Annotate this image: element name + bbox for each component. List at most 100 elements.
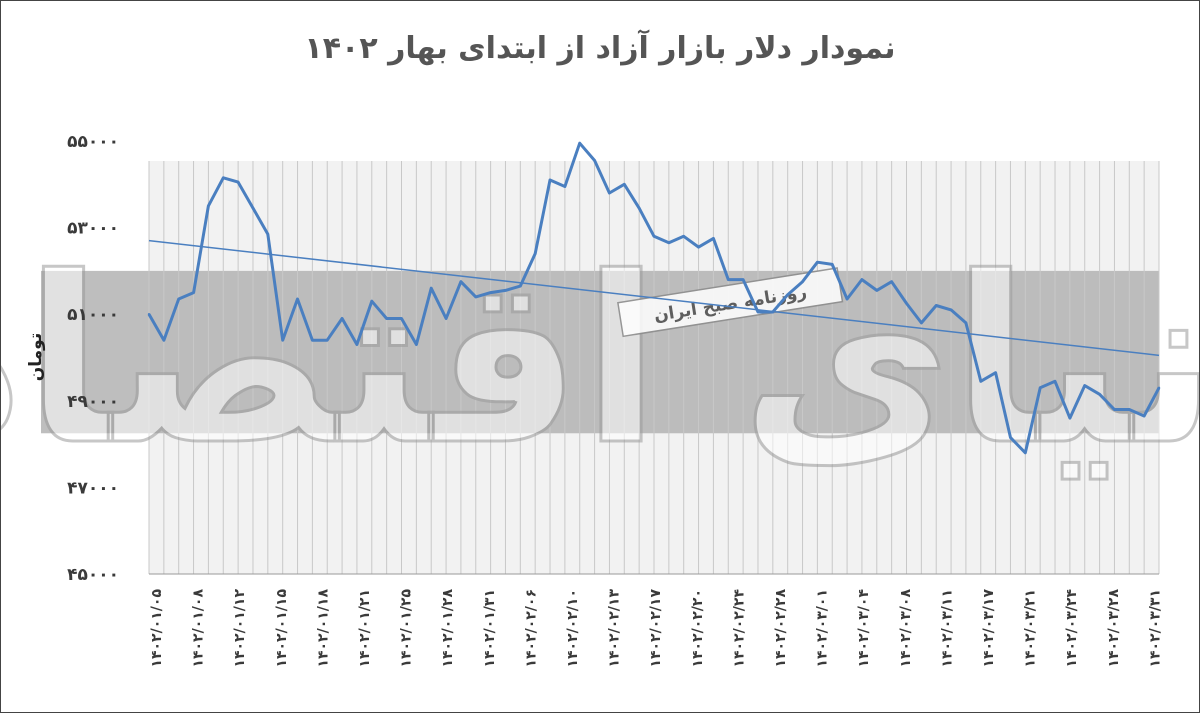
- data-point: [192, 291, 195, 294]
- data-point: [281, 338, 284, 342]
- data-point: [994, 371, 997, 374]
- data-point: [415, 343, 418, 346]
- data-point: [147, 313, 151, 316]
- data-point: [801, 280, 804, 283]
- data-point: [905, 302, 908, 305]
- data-point: [326, 338, 329, 342]
- trend-line: [148, 239, 1160, 357]
- data-point: [548, 178, 552, 182]
- data-point: [890, 280, 893, 283]
- chart-title: نمودار دلار بازار آزاد از ابتدای بهار ۱۴…: [304, 31, 896, 66]
- data-point: [222, 176, 225, 180]
- data-point: [712, 237, 715, 240]
- data-point: [489, 291, 492, 294]
- data-point: [831, 263, 834, 266]
- x-tick-label: ۱۴۰۲/۰۲/۱۷: [648, 589, 664, 668]
- x-tick-label: ۱۴۰۲/۰۲/۲۴: [731, 589, 747, 668]
- data-point: [236, 180, 240, 184]
- x-tick-label: ۱۴۰۲/۰۱/۲۵: [399, 589, 415, 668]
- data-point: [444, 317, 448, 320]
- x-tick-label: ۱۴۰۲/۰۳/۲۸: [1106, 589, 1122, 668]
- data-point: [1068, 416, 1072, 420]
- data-point: [682, 235, 685, 238]
- data-point: [875, 289, 878, 292]
- data-point: [1024, 451, 1027, 454]
- data-point: [459, 280, 463, 283]
- data-point: [964, 321, 968, 325]
- data-point: [162, 338, 166, 342]
- data-point: [578, 141, 581, 145]
- data-point: [667, 241, 671, 244]
- x-tick-label: ۱۴۰۲/۰۳/۳۱: [1147, 589, 1163, 668]
- data-point: [979, 380, 982, 383]
- y-tick-label: ۵۵۰۰۰: [67, 132, 119, 152]
- data-point: [1128, 408, 1131, 411]
- data-point: [623, 183, 626, 186]
- data-point: [949, 308, 953, 312]
- data-point: [860, 278, 864, 281]
- data-point: [845, 297, 849, 301]
- data-point: [786, 293, 789, 296]
- data-point: [385, 317, 388, 320]
- x-tick-label: ۱۴۰۲/۰۳/۲۴: [1064, 589, 1080, 668]
- data-point: [1142, 414, 1146, 418]
- x-tick-label: ۱۴۰۲/۰۱/۱۵: [274, 589, 290, 668]
- data-point: [920, 321, 923, 325]
- data-point: [1009, 436, 1012, 439]
- x-tick-label: ۱۴۰۲/۰۱/۰۵: [149, 589, 165, 668]
- data-point: [1038, 386, 1042, 390]
- data-point: [340, 317, 344, 320]
- x-tick-label: ۱۴۰۲/۰۲/۲۸: [773, 589, 789, 668]
- data-point: [177, 297, 180, 301]
- x-tick-label: ۱۴۰۲/۰۳/۱۱: [939, 589, 955, 668]
- data-point: [504, 289, 507, 292]
- data-point: [207, 204, 210, 208]
- data-point: [251, 206, 255, 210]
- y-tick-label: ۴۵۰۰۰: [67, 565, 119, 585]
- x-tick-label: ۱۴۰۲/۰۱/۱۸: [315, 589, 331, 668]
- data-point: [1053, 380, 1057, 383]
- data-point: [1157, 386, 1161, 390]
- x-tick-label: ۱۴۰۲/۰۳/۱۷: [981, 589, 997, 668]
- data-point: [1098, 393, 1101, 396]
- data-point: [266, 232, 270, 236]
- data-point: [741, 278, 745, 281]
- data-point: [311, 338, 314, 342]
- data-point: [727, 278, 730, 281]
- data-point: [563, 185, 567, 188]
- y-axis-label: تومان: [26, 333, 46, 381]
- data-point: [296, 297, 299, 301]
- watermark: دنیای اقتصادروزنامه صبح ایران: [1, 228, 1199, 498]
- y-tick-label: ۵۱۰۰۰: [67, 305, 119, 325]
- data-point: [756, 310, 760, 314]
- watermark-text: دنیای اقتصاد: [1, 229, 1199, 496]
- data-point: [652, 235, 656, 238]
- x-tick-label: ۱۴۰۲/۰۳/۰۸: [898, 589, 914, 668]
- x-tick-label: ۱۴۰۲/۰۳/۲۱: [1023, 589, 1039, 668]
- data-point: [935, 304, 938, 307]
- x-tick-label: ۱۴۰۲/۰۱/۲۸: [440, 589, 456, 668]
- x-tick-label: ۱۴۰۲/۰۳/۰۴: [856, 589, 872, 668]
- data-point: [637, 206, 641, 210]
- data-point: [400, 317, 403, 320]
- x-tick-label: ۱۴۰۲/۰۱/۰۸: [191, 589, 207, 668]
- data-point: [430, 287, 433, 290]
- data-point: [1083, 384, 1086, 387]
- y-tick-label: ۴۹۰۰۰: [67, 392, 119, 412]
- y-tick-label: ۵۳۰۰۰: [67, 219, 119, 239]
- x-tick-label: ۱۴۰۲/۰۱/۱۲: [232, 589, 248, 668]
- x-tick-label: ۱۴۰۲/۰۲/۰۶: [523, 589, 539, 668]
- y-tick-label: ۴۷۰۰۰: [67, 478, 119, 498]
- data-point: [370, 300, 373, 303]
- x-tick-label: ۱۴۰۲/۰۲/۱۳: [607, 589, 623, 668]
- data-point: [697, 245, 700, 249]
- data-point: [816, 261, 819, 264]
- data-point: [519, 284, 522, 288]
- x-tick-label: ۱۴۰۲/۰۲/۲۰: [690, 589, 706, 668]
- data-point: [533, 252, 537, 255]
- data-point: [593, 159, 596, 162]
- x-tick-label: ۱۴۰۲/۰۱/۲۱: [357, 589, 373, 668]
- data-point: [355, 343, 359, 346]
